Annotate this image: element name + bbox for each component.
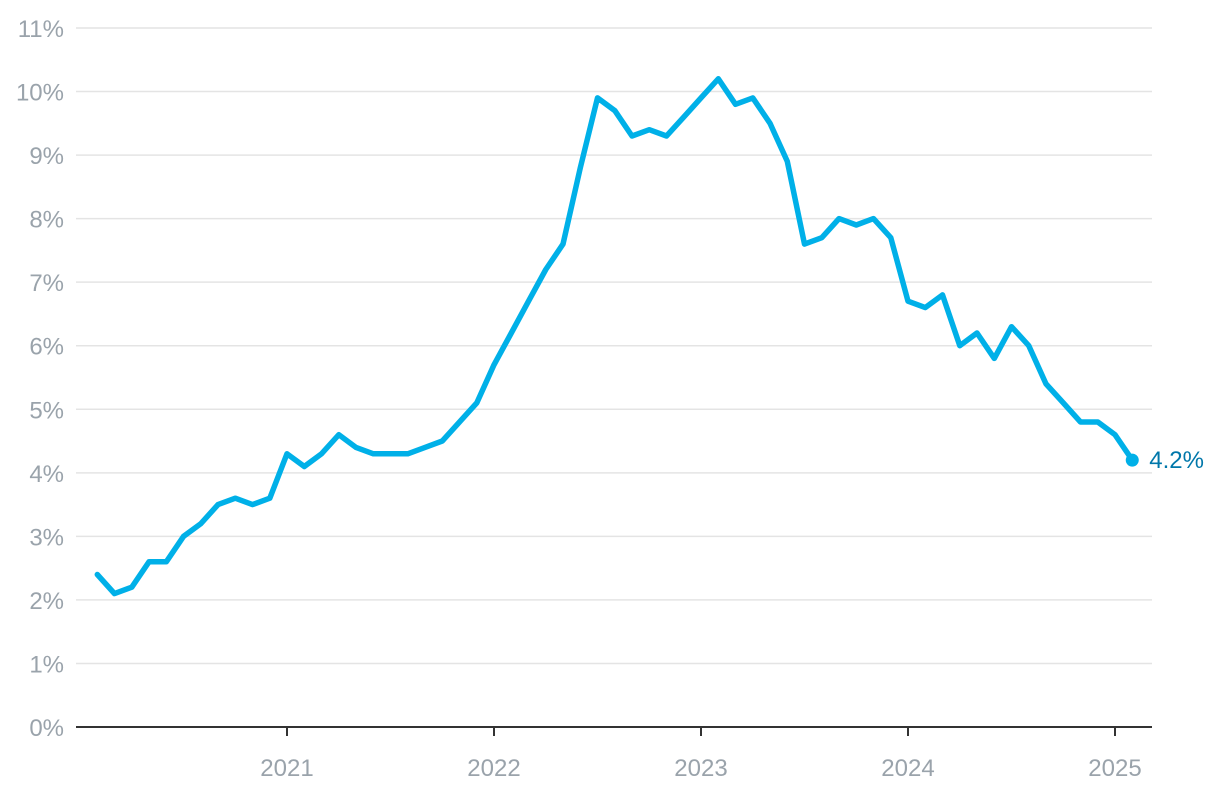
y-tick-label: 1% [29, 651, 64, 678]
y-tick-label: 6% [29, 334, 64, 361]
y-tick-label: 7% [29, 270, 64, 297]
y-axis-ticks: 0% 1% 2% 3% 4% 5% 6% 7% 8% 9% 10% 11% [16, 16, 64, 742]
x-tick-label: 2023 [674, 755, 727, 782]
y-tick-label: 2% [29, 588, 64, 615]
y-tick-label: 4% [29, 461, 64, 488]
x-tick-label: 2024 [881, 755, 934, 782]
end-point-marker [1125, 453, 1139, 467]
series-line [94, 76, 1136, 597]
y-tick-label: 5% [29, 397, 64, 424]
x-axis: 2021 2022 2023 2024 2025 [76, 726, 1152, 782]
x-tick-label: 2021 [260, 755, 313, 782]
y-tick-label: 11% [18, 16, 64, 43]
y-tick-label: 10% [16, 80, 64, 107]
y-tick-label: 8% [29, 207, 64, 234]
x-tick-label: 2022 [467, 755, 520, 782]
series-group: 4.2% [94, 76, 1204, 597]
y-tick-label: 9% [29, 143, 64, 170]
end-value-label: 4.2% [1149, 447, 1204, 474]
y-tick-label: 0% [29, 715, 64, 742]
y-tick-label: 3% [29, 524, 64, 551]
grid-lines [76, 27, 1152, 665]
x-tick-label: 2025 [1088, 755, 1141, 782]
